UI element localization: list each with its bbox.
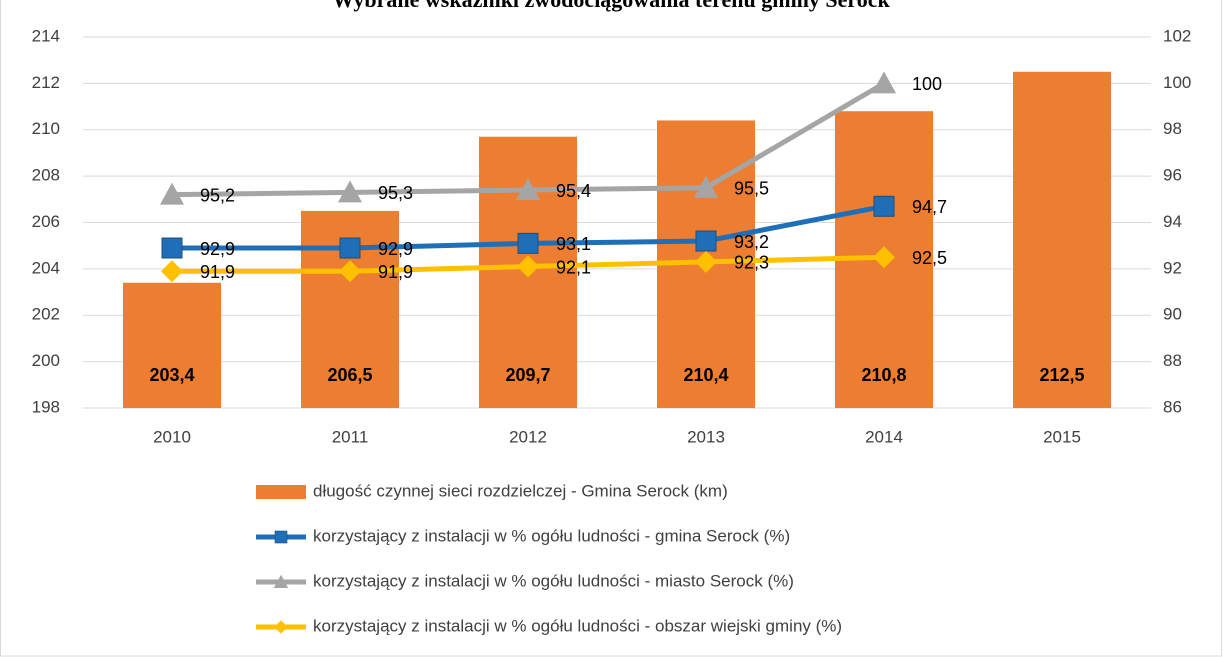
- y-tick-label: 212: [32, 73, 60, 92]
- x-tick-label: 2011: [332, 427, 369, 446]
- bar-value-label: 212,5: [1039, 365, 1084, 385]
- y-tick-label: 208: [32, 166, 60, 185]
- bar-value-label: 210,8: [861, 365, 906, 385]
- legend-swatch: [256, 485, 306, 499]
- marker: [516, 178, 540, 201]
- y2-tick-label: 92: [1163, 258, 1182, 277]
- point-value-label: 95,5: [734, 178, 769, 198]
- marker: [338, 180, 362, 203]
- y2-tick-label: 94: [1163, 212, 1182, 231]
- bar-value-label: 206,5: [327, 365, 372, 385]
- legend-label: korzystający z instalacji w % ogółu ludn…: [313, 571, 794, 590]
- x-tick-label: 2013: [687, 427, 725, 446]
- point-value-label: 92,3: [734, 253, 769, 273]
- marker: [694, 175, 718, 198]
- y2-tick-label: 88: [1163, 351, 1182, 370]
- legend-label: długość czynnej sieci rozdzielczej - Gmi…: [313, 481, 728, 500]
- bar-value-label: 209,7: [505, 365, 550, 385]
- point-value-label: 92,1: [556, 257, 591, 277]
- chart-title: Wybrane wskaźniki zwodociągowania terenu…: [332, 0, 890, 12]
- marker: [695, 250, 717, 273]
- point-value-label: 92,9: [378, 239, 413, 259]
- x-tick-label: 2012: [509, 427, 547, 446]
- legend-marker: [273, 574, 289, 588]
- y-tick-label: 204: [32, 258, 60, 277]
- y-tick-label: 214: [32, 26, 60, 45]
- x-tick-label: 2015: [1043, 427, 1081, 446]
- point-value-label: 92,9: [200, 239, 235, 259]
- y-tick-label: 198: [32, 397, 60, 416]
- y-tick-label: 206: [32, 212, 60, 231]
- legend-label: korzystający z instalacji w % ogółu ludn…: [313, 526, 790, 545]
- y-tick-label: 210: [32, 119, 60, 138]
- marker: [339, 237, 361, 259]
- marker: [872, 71, 896, 94]
- marker: [517, 232, 539, 254]
- legend-label: korzystający z instalacji w % ogółu ludn…: [313, 616, 842, 635]
- marker: [695, 230, 717, 252]
- point-value-label: 100: [912, 74, 942, 94]
- y-tick-label: 202: [32, 305, 60, 324]
- marker: [161, 237, 183, 259]
- point-value-label: 91,9: [378, 262, 413, 282]
- x-tick-label: 2010: [153, 427, 191, 446]
- bar-value-label: 210,4: [683, 365, 728, 385]
- y2-tick-label: 102: [1163, 26, 1191, 45]
- bar-value-label: 203,4: [149, 365, 194, 385]
- point-value-label: 93,2: [734, 232, 769, 252]
- point-value-label: 94,7: [912, 197, 947, 217]
- marker: [160, 182, 184, 205]
- y2-tick-label: 86: [1163, 397, 1182, 416]
- point-value-label: 92,5: [912, 248, 947, 268]
- marker: [161, 260, 183, 283]
- point-value-label: 95,3: [378, 183, 413, 203]
- bar: [1013, 71, 1111, 408]
- marker: [873, 195, 895, 217]
- y2-tick-label: 98: [1163, 119, 1182, 138]
- point-value-label: 95,2: [200, 185, 235, 205]
- y2-tick-label: 90: [1163, 305, 1182, 324]
- y2-tick-label: 96: [1163, 166, 1182, 185]
- y-tick-label: 200: [32, 351, 60, 370]
- point-value-label: 91,9: [200, 262, 235, 282]
- point-value-label: 93,1: [556, 234, 591, 254]
- marker: [517, 255, 539, 278]
- point-value-label: 95,4: [556, 181, 591, 201]
- marker: [873, 246, 895, 269]
- x-tick-label: 2014: [865, 427, 903, 446]
- legend-marker: [274, 530, 288, 544]
- y2-tick-label: 100: [1163, 73, 1191, 92]
- bar: [123, 282, 221, 408]
- marker: [339, 260, 361, 283]
